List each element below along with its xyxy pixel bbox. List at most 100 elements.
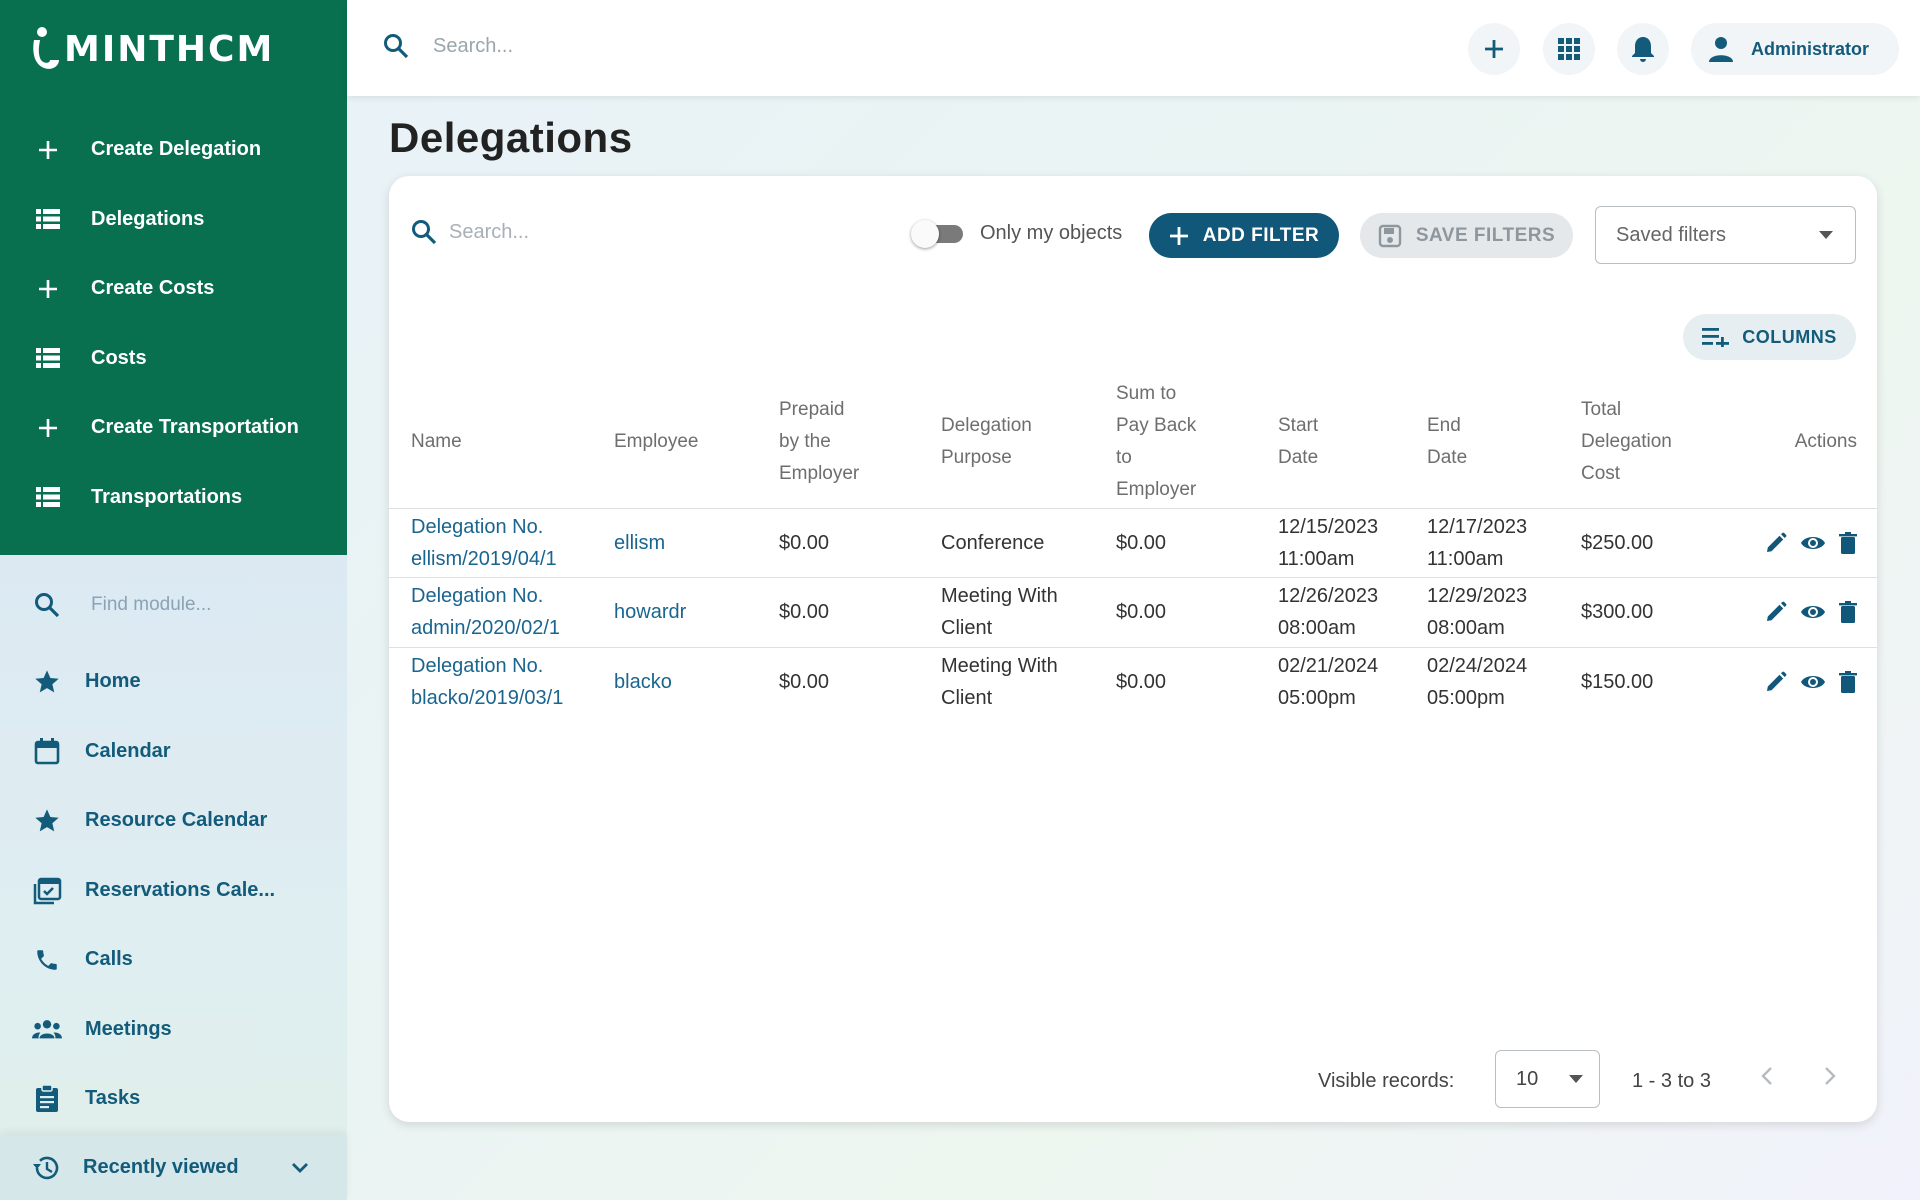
sidebar-item-delegations[interactable]: Delegations	[0, 185, 347, 255]
sidebar-item-create-transportation[interactable]: Create Transportation	[0, 393, 347, 463]
delegation-name-link[interactable]: Delegation No. ellism/2019/04/1	[389, 508, 614, 578]
sidebar: minthcm Create Delegation Delegations Cr…	[0, 0, 347, 1200]
sidebar-item-tasks[interactable]: Tasks	[0, 1064, 347, 1134]
chevron-left-icon[interactable]	[1761, 1066, 1773, 1086]
find-module-input[interactable]	[91, 594, 321, 616]
list-icon	[34, 483, 62, 511]
sidebar-item-label: Create Delegation	[91, 138, 262, 161]
phone-icon	[32, 945, 62, 975]
sidebar-item-create-costs[interactable]: Create Costs	[0, 254, 347, 324]
page-size-value: 10	[1516, 1067, 1539, 1090]
visible-records-label: Visible records:	[1318, 1070, 1455, 1092]
sidebar-item-label: Create Costs	[91, 277, 215, 300]
column-header-sum-to-pay-back[interactable]: Sum to Pay Back to Employer	[1116, 376, 1278, 509]
plus-icon	[1483, 38, 1505, 60]
employee-link[interactable]: ellism	[614, 508, 779, 578]
table-row: Delegation No. blacko/2019/03/1 blacko $0…	[389, 647, 1877, 717]
user-menu-button[interactable]: Administrator	[1691, 23, 1899, 75]
table-header-row: Name Employee Prepaid by the Employer Dele…	[389, 376, 1877, 509]
sidebar-action-list: Create Delegation Delegations Create Cos…	[0, 115, 347, 532]
chevron-down-icon	[291, 1162, 309, 1174]
search-icon	[383, 33, 409, 59]
bell-icon	[1631, 35, 1655, 63]
logo-icon	[33, 27, 59, 69]
saved-filters-value: Saved filters	[1616, 223, 1727, 246]
column-header-purpose[interactable]: Delegation Purpose	[941, 376, 1116, 509]
pager-range: 1 - 3 to 3	[1632, 1070, 1711, 1092]
grid-icon	[1558, 38, 1580, 60]
only-my-objects-label: Only my objects	[980, 222, 1123, 244]
total-cost-cell: $150.00	[1581, 671, 1654, 693]
prepaid-cell: $0.00	[779, 671, 830, 693]
prepaid-cell: $0.00	[779, 508, 941, 578]
sum-cell: $0.00	[1116, 577, 1278, 648]
quick-create-button[interactable]	[1468, 23, 1520, 75]
edit-icon[interactable]	[1765, 532, 1787, 554]
sidebar-item-create-delegation[interactable]: Create Delegation	[0, 115, 347, 185]
plus-icon	[34, 136, 62, 164]
notifications-button[interactable]	[1617, 23, 1669, 75]
column-header-end-date[interactable]: End Date	[1427, 376, 1581, 509]
chevron-right-icon[interactable]	[1824, 1066, 1836, 1086]
calendar-icon	[32, 736, 62, 766]
columns-button[interactable]: COLUMNS	[1683, 314, 1856, 360]
star-icon	[32, 806, 62, 836]
column-header-employee[interactable]: Employee	[614, 376, 779, 509]
prepaid-cell: $0.00	[779, 577, 941, 648]
save-filters-button[interactable]: SAVE FILTERS	[1360, 213, 1573, 258]
sidebar-item-resource-calendar[interactable]: Resource Calendar	[0, 786, 347, 856]
saved-filters-select[interactable]: Saved filters	[1595, 206, 1856, 264]
user-name: Administrator	[1751, 38, 1870, 59]
table-row: Delegation No. admin/2020/02/1 howardr $0…	[389, 577, 1877, 648]
top-bar: Administrator	[347, 0, 1920, 96]
search-icon	[34, 592, 62, 618]
delegation-name-link[interactable]: Delegation No. blacko/2019/03/1	[411, 655, 564, 709]
clipboard-icon	[32, 1084, 62, 1114]
global-search-input[interactable]	[433, 28, 1033, 64]
delete-icon[interactable]	[1839, 601, 1857, 624]
column-header-total-cost[interactable]: Total Delegation Cost	[1581, 376, 1737, 509]
sidebar-item-label: Resource Calendar	[85, 809, 268, 832]
sidebar-modules-panel: Home Calendar Resource Calendar Reservat…	[0, 555, 347, 1200]
end-date-cell: 02/24/2024 05:00pm	[1427, 655, 1528, 709]
only-my-objects-toggle[interactable]	[911, 220, 965, 248]
page-size-select[interactable]: 10	[1495, 1050, 1600, 1108]
sidebar-item-calls[interactable]: Calls	[0, 925, 347, 995]
column-header-prepaid[interactable]: Prepaid by the Employer	[779, 376, 941, 509]
purpose-cell: Conference	[941, 508, 1116, 578]
edit-icon[interactable]	[1765, 601, 1787, 623]
end-date-cell: 12/29/2023 08:00am	[1427, 577, 1581, 648]
edit-icon[interactable]	[1765, 671, 1787, 693]
history-icon	[32, 1155, 62, 1181]
employee-link[interactable]: blacko	[614, 671, 672, 693]
delete-icon[interactable]	[1839, 671, 1857, 693]
sidebar-item-label: Calls	[85, 948, 133, 971]
column-header-name[interactable]: Name	[389, 376, 614, 509]
column-header-start-date[interactable]: Start Date	[1278, 376, 1427, 509]
sidebar-item-label: Transportations	[91, 485, 243, 508]
sidebar-item-costs[interactable]: Costs	[0, 324, 347, 394]
add-filter-button[interactable]: ADD FILTER	[1149, 213, 1339, 258]
sidebar-item-meetings[interactable]: Meetings	[0, 995, 347, 1065]
list-search-input[interactable]	[449, 214, 829, 250]
app-logo[interactable]: minthcm	[30, 24, 274, 74]
view-icon[interactable]	[1800, 534, 1826, 552]
delegation-name-link[interactable]: Delegation No. admin/2020/02/1	[389, 577, 614, 648]
employee-link[interactable]: howardr	[614, 577, 779, 648]
view-icon[interactable]	[1800, 673, 1826, 691]
add-filter-label: ADD FILTER	[1202, 224, 1320, 246]
people-icon	[32, 1014, 62, 1044]
delete-icon[interactable]	[1839, 531, 1857, 554]
start-date-cell: 12/26/2023 08:00am	[1278, 577, 1427, 648]
sidebar-item-home[interactable]: Home	[0, 647, 347, 717]
sidebar-item-calendar[interactable]: Calendar	[0, 717, 347, 787]
recently-viewed-label: Recently viewed	[83, 1156, 239, 1178]
recently-viewed-toggle[interactable]: Recently viewed	[0, 1135, 347, 1200]
sidebar-item-reservations-calendar[interactable]: Reservations Cale...	[0, 856, 347, 926]
sidebar-item-transportations[interactable]: Transportations	[0, 463, 347, 533]
save-icon	[1378, 224, 1416, 248]
apps-grid-button[interactable]	[1543, 23, 1595, 75]
purpose-cell: Meeting With Client	[941, 577, 1116, 648]
sidebar-item-label: Reservations Cale...	[85, 878, 276, 901]
view-icon[interactable]	[1800, 603, 1826, 621]
